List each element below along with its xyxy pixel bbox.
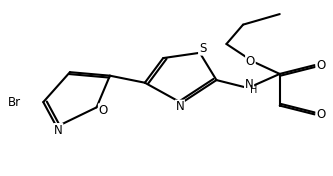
Text: S: S xyxy=(199,42,206,55)
Text: N: N xyxy=(245,78,253,91)
Text: O: O xyxy=(99,104,108,117)
Text: N: N xyxy=(175,100,184,113)
Text: O: O xyxy=(316,59,325,72)
Text: O: O xyxy=(246,55,255,68)
Text: H: H xyxy=(250,85,258,95)
Text: O: O xyxy=(316,108,325,121)
Text: N: N xyxy=(54,124,63,137)
Text: Br: Br xyxy=(8,96,21,109)
